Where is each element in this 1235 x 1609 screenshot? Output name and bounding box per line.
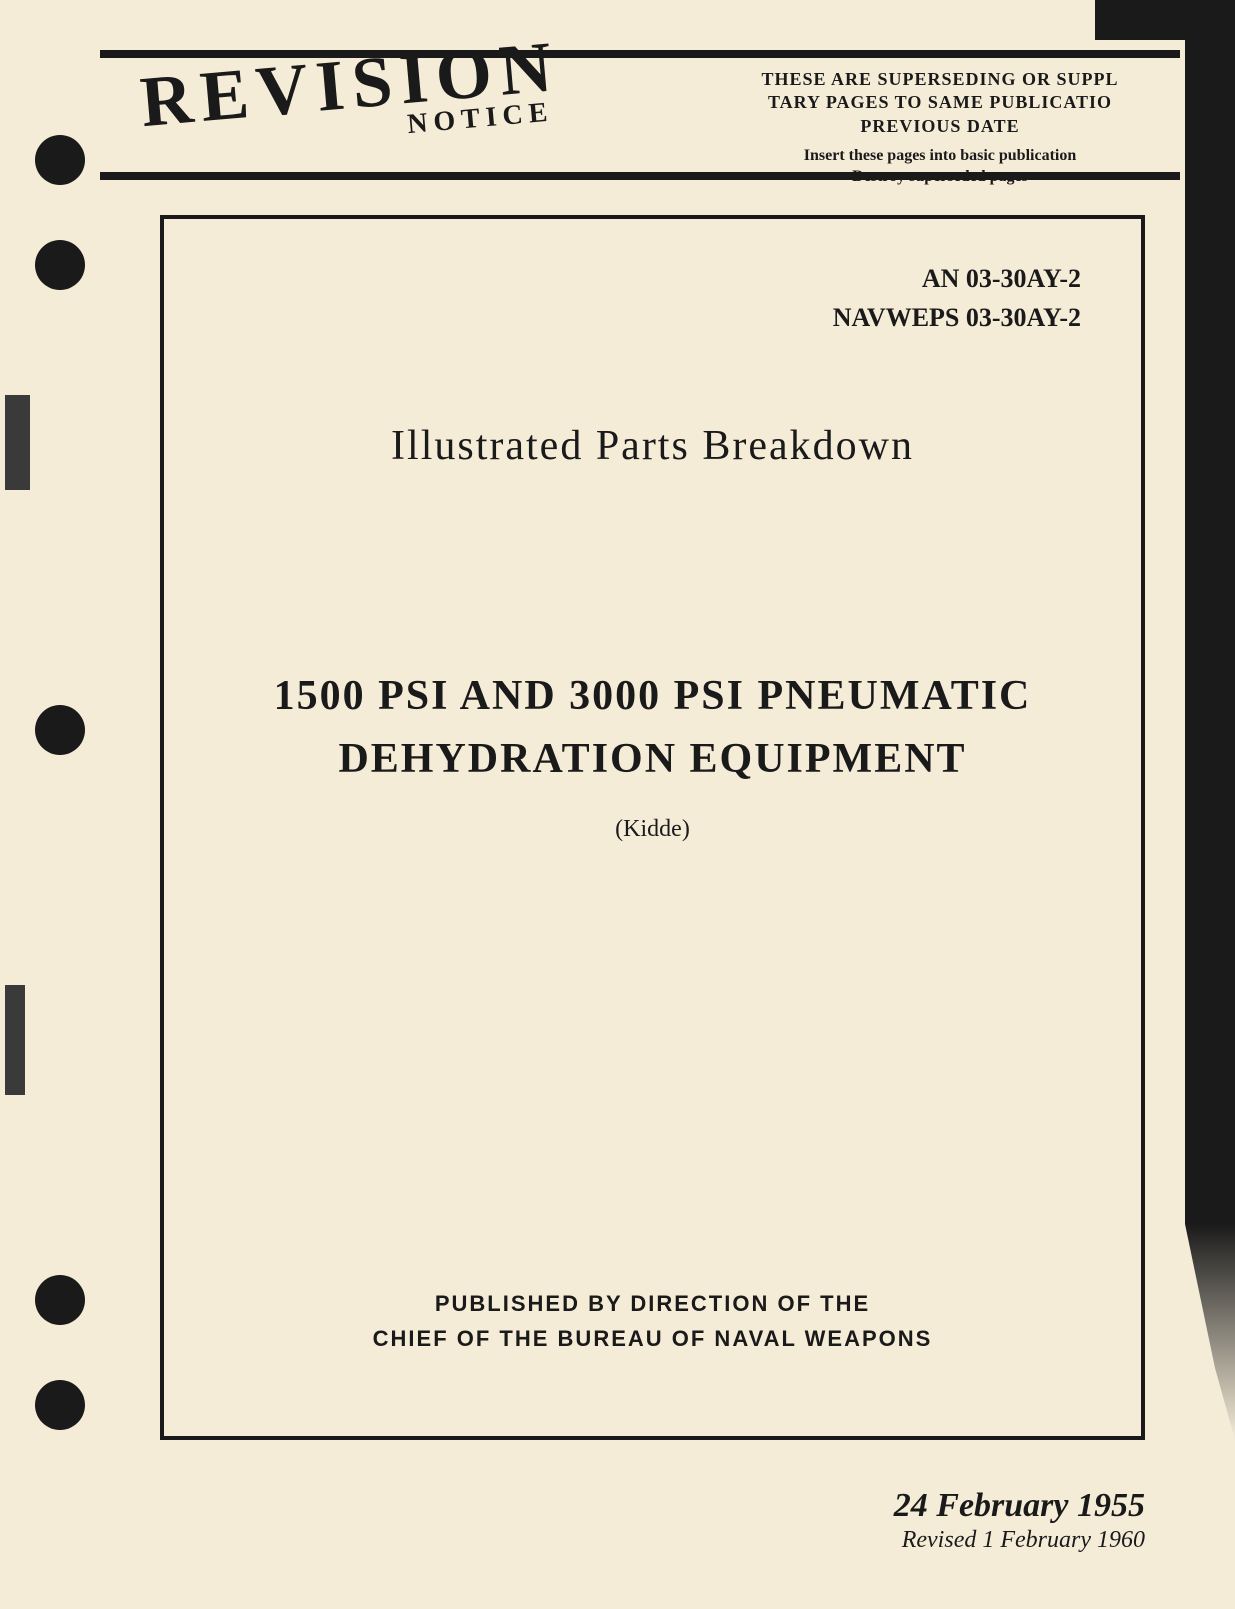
binding-mark [5,985,25,1095]
hole-punch [35,1275,85,1325]
supersede-line: TARY PAGES TO SAME PUBLICATIO [768,92,1112,112]
page-edge [1185,0,1235,1440]
insert-instructions: Insert these pages into basic publicatio… [700,146,1180,188]
hole-punch [35,240,85,290]
date-block: 24 February 1955 Revised 1 February 1960 [894,1487,1145,1554]
publisher-line: CHIEF OF THE BUREAU OF NAVAL WEAPONS [373,1326,933,1351]
manufacturer-name: (Kidde) [214,816,1091,843]
supersede-line: PREVIOUS DATE [860,116,1019,136]
insert-line: Destroy superseded pages [852,168,1028,185]
doc-number-navweps: NAVWEPS 03-30AY-2 [833,303,1081,332]
insert-line: Insert these pages into basic publicatio… [804,147,1076,164]
document-numbers: AN 03-30AY-2 NAVWEPS 03-30AY-2 [214,259,1081,337]
publisher-line: PUBLISHED BY DIRECTION OF THE [435,1291,870,1316]
publication-date: 24 February 1955 [894,1487,1145,1525]
supersede-line: THESE ARE SUPERSEDING OR SUPPL [761,69,1118,89]
title-line: DEHYDRATION EQUIPMENT [338,736,966,782]
header-right-block: THESE ARE SUPERSEDING OR SUPPL TARY PAGE… [700,68,1180,188]
doc-number-an: AN 03-30AY-2 [922,264,1081,293]
revision-date: Revised 1 February 1960 [894,1527,1145,1554]
hole-punch [35,705,85,755]
hole-punch [35,1380,85,1430]
publisher-attribution: PUBLISHED BY DIRECTION OF THE CHIEF OF T… [164,1286,1141,1356]
header-bar: REVISION NOTICE THESE ARE SUPERSEDING OR… [100,50,1180,180]
hole-punch [35,135,85,185]
main-content-frame: AN 03-30AY-2 NAVWEPS 03-30AY-2 Illustrat… [160,215,1145,1440]
section-title: Illustrated Parts Breakdown [214,422,1091,470]
binding-mark [5,395,30,490]
supersede-text: THESE ARE SUPERSEDING OR SUPPL TARY PAGE… [700,68,1180,138]
main-title: 1500 PSI AND 3000 PSI PNEUMATIC DEHYDRAT… [214,665,1091,791]
title-line: 1500 PSI AND 3000 PSI PNEUMATIC [274,673,1032,719]
revision-stamp: REVISION NOTICE [137,25,563,144]
